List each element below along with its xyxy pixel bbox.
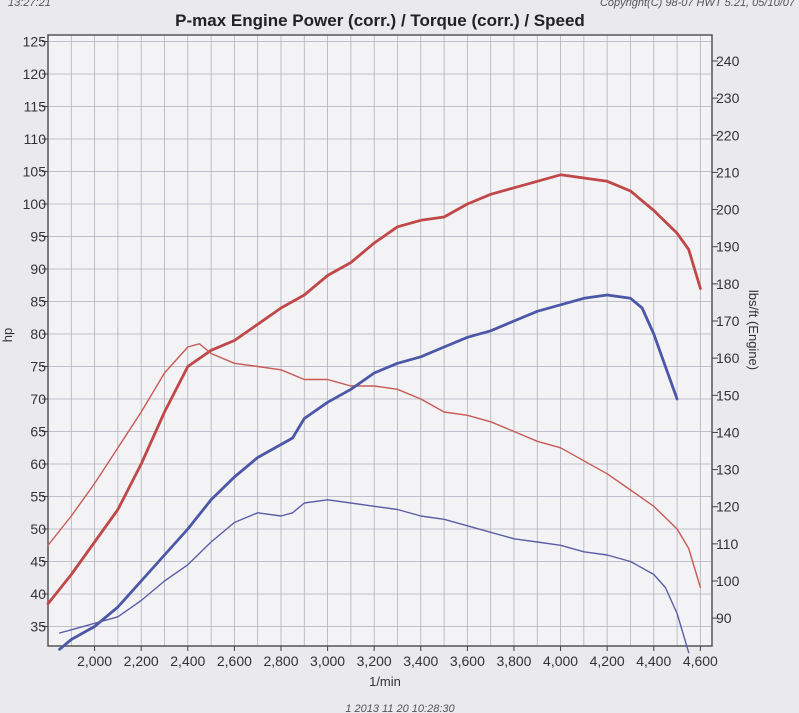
x-axis-label: 1/min bbox=[369, 674, 401, 689]
y-right-tick-label: 170 bbox=[716, 313, 740, 329]
plot-background bbox=[48, 35, 712, 646]
x-tick-label: 4,600 bbox=[683, 653, 718, 669]
series-layer bbox=[46, 173, 702, 654]
y-right-tick-label: 150 bbox=[716, 387, 740, 403]
y-left-tick-label: 70 bbox=[30, 391, 46, 407]
y-left-tick-label: 90 bbox=[30, 261, 46, 277]
x-tick-label: 2,800 bbox=[263, 653, 298, 669]
y-left-tick-label: 50 bbox=[30, 521, 46, 537]
x-tick-label: 4,000 bbox=[543, 653, 578, 669]
x-tick-label: 3,400 bbox=[403, 653, 438, 669]
y-left-tick-label: 100 bbox=[23, 196, 47, 212]
x-tick-label: 2,000 bbox=[77, 653, 112, 669]
y-right-tick-label: 230 bbox=[716, 90, 740, 106]
y-left-tick-label: 80 bbox=[30, 326, 46, 342]
x-tick-label: 4,400 bbox=[636, 653, 671, 669]
chart-title: P-max Engine Power (corr.) / Torque (cor… bbox=[175, 11, 585, 30]
y-right-tick-label: 190 bbox=[716, 239, 740, 255]
header-time: 13:27:21 bbox=[8, 0, 51, 9]
x-tick-label: 2,400 bbox=[170, 653, 205, 669]
y-left-tick-label: 95 bbox=[30, 229, 46, 245]
y-left-tick-label: 65 bbox=[30, 424, 46, 440]
y-left-tick-label: 55 bbox=[30, 489, 46, 505]
y-right-tick-label: 130 bbox=[716, 462, 740, 478]
y-right-tick-label: 110 bbox=[716, 536, 739, 552]
x-tick-label: 4,200 bbox=[590, 653, 625, 669]
y-left-tick-label: 125 bbox=[23, 34, 47, 50]
y-right-tick-label: 210 bbox=[716, 164, 740, 180]
y-right-tick-label: 240 bbox=[716, 53, 740, 69]
x-tick-label: 3,800 bbox=[496, 653, 531, 669]
series-line-4 bbox=[58, 499, 690, 654]
y-left-tick-label: 105 bbox=[23, 164, 47, 180]
y-left-tick-label: 75 bbox=[30, 359, 46, 375]
footer-text: 1 2013 11 20 10:28:30 bbox=[345, 703, 455, 713]
y-right-axis-label: lbs/ft (Engine) bbox=[746, 290, 761, 370]
plot-frame bbox=[47, 34, 713, 647]
y-left-tick-label: 110 bbox=[24, 131, 47, 147]
y-right-tick-label: 180 bbox=[716, 276, 740, 292]
y-right-tick-label: 90 bbox=[716, 610, 732, 626]
series-line-1 bbox=[46, 173, 702, 606]
x-tick-label: 3,000 bbox=[310, 653, 345, 669]
tick-labels: 2,000 2,200 2,400 2,600 2,800 3,000 3,200 3,400… bbox=[23, 34, 740, 670]
y-right-tick-label: 100 bbox=[716, 573, 740, 589]
series-line-2 bbox=[47, 343, 702, 589]
header-copyright: Copyright(C) 98-07 HWT 5.21, 05/10/07 bbox=[600, 0, 796, 9]
y-left-tick-label: 45 bbox=[30, 554, 46, 570]
y-right-tick-label: 200 bbox=[716, 202, 740, 218]
y-left-tick-label: 120 bbox=[23, 66, 47, 82]
x-tick-label: 2,200 bbox=[124, 653, 159, 669]
series-line-3 bbox=[58, 293, 679, 651]
x-tick-label: 2,600 bbox=[217, 653, 252, 669]
y-left-tick-label: 60 bbox=[30, 456, 46, 472]
y-right-tick-label: 160 bbox=[716, 350, 740, 366]
y-right-tick-label: 140 bbox=[716, 424, 740, 440]
y-right-tick-label: 220 bbox=[716, 127, 740, 143]
x-tick-label: 3,600 bbox=[450, 653, 485, 669]
x-tick-label: 3,200 bbox=[357, 653, 392, 669]
y-right-tick-label: 120 bbox=[716, 499, 740, 515]
y-left-tick-label: 40 bbox=[30, 586, 46, 602]
grid-lines bbox=[48, 35, 712, 646]
y-left-axis-label: hp bbox=[0, 328, 15, 342]
y-left-tick-label: 85 bbox=[30, 294, 46, 310]
y-left-tick-label: 115 bbox=[24, 99, 47, 115]
y-left-tick-label: 35 bbox=[30, 619, 46, 635]
